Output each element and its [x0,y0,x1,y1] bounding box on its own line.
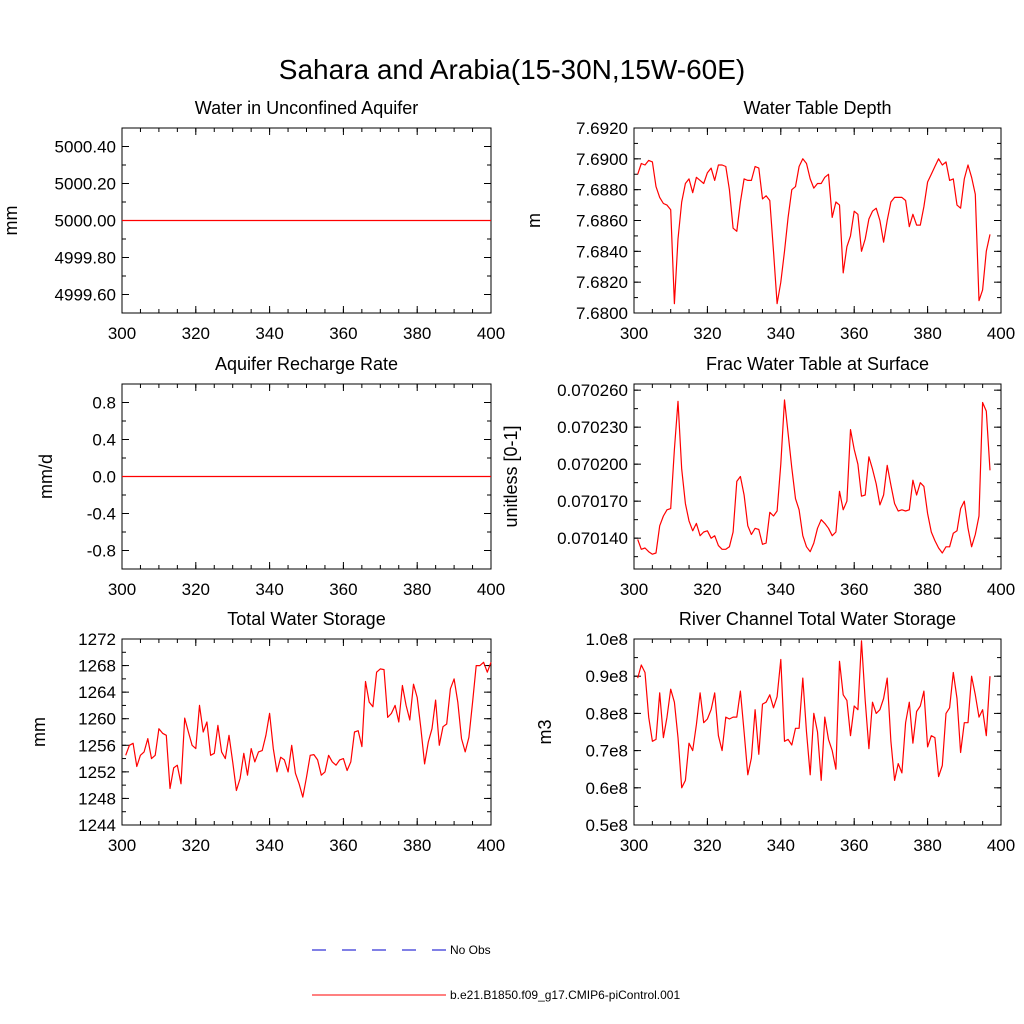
legend: No Obs b.e21.B1850.f09_g17.CMIP6-piContr… [312,943,680,1002]
y-tick-label: 0.4 [92,431,116,450]
y-tick-label: 0.070200 [557,455,628,474]
x-tick-label: 300 [108,324,136,343]
series-line [637,640,991,789]
y-tick-label: 1248 [78,789,116,808]
x-tick-label: 320 [182,836,210,855]
y-axis-label: mm [1,206,21,236]
y-tick-label: 1260 [78,710,116,729]
panel-title: Water in Unconfined Aquifer [195,98,418,118]
x-tick-label: 380 [913,580,941,599]
x-tick-label: 340 [255,836,283,855]
x-tick-label: 340 [767,836,795,855]
y-tick-label: 0.9e8 [585,667,628,686]
y-tick-label: 7.6840 [576,242,628,261]
x-tick-label: 400 [987,324,1015,343]
x-tick-label: 360 [329,580,357,599]
x-tick-label: 360 [329,324,357,343]
y-tick-label: 0.8 [92,394,116,413]
y-tick-label: 5000.40 [55,138,116,157]
series-line [637,158,991,305]
y-tick-label: 7.6880 [576,181,628,200]
y-tick-label: 5000.20 [55,175,116,194]
y-tick-label: 0.070260 [557,381,628,400]
y-tick-label: 0.070230 [557,418,628,437]
y-tick-label: 0.6e8 [585,779,628,798]
y-tick-label: 7.6920 [576,119,628,138]
series-line [637,399,991,555]
y-tick-label: 0.8e8 [585,704,628,723]
x-tick-label: 360 [840,580,868,599]
y-tick-label: 7.6800 [576,304,628,323]
x-tick-label: 340 [255,324,283,343]
x-tick-label: 400 [477,836,505,855]
x-tick-label: 320 [182,580,210,599]
y-tick-label: 0.0 [92,468,116,487]
y-axis-label: mm/d [36,454,56,499]
x-tick-label: 380 [403,580,431,599]
x-tick-label: 340 [767,324,795,343]
panel-aquifer-recharge-rate: Aquifer Recharge Rate 300 320 340 360 380 400 -… [36,354,505,599]
y-axis-label: m [524,213,544,228]
x-tick-label: 300 [108,580,136,599]
y-tick-label: 1252 [78,763,116,782]
y-tick-label: -0.4 [87,505,116,524]
y-tick-label: 0.7e8 [585,742,628,761]
panel-title: Total Water Storage [227,609,385,629]
x-tick-label: 380 [403,836,431,855]
y-tick-label: 4999.60 [55,286,116,305]
y-tick-label: 5000.00 [55,212,116,231]
panel-title: River Channel Total Water Storage [679,609,956,629]
legend-label-obs: No Obs [450,943,491,957]
y-tick-label: 7.6860 [576,212,628,231]
x-tick-label: 360 [329,836,357,855]
x-tick-label: 320 [693,836,721,855]
x-tick-label: 320 [693,324,721,343]
x-tick-label: 300 [620,324,648,343]
x-tick-label: 360 [840,836,868,855]
x-tick-label: 300 [620,580,648,599]
panel-frac-water-table-surface: Frac Water Table at Surface 300 320 340 360 3… [501,354,1015,599]
x-tick-label: 380 [913,836,941,855]
x-tick-label: 380 [913,324,941,343]
x-tick-label: 320 [693,580,721,599]
x-tick-label: 360 [840,324,868,343]
x-tick-label: 400 [477,580,505,599]
y-tick-label: 1264 [78,683,116,702]
x-tick-label: 400 [987,836,1015,855]
panel-water-unconfined-aquifer: Water in Unconfined Aquifer 300 320 340 360 3… [1,98,505,343]
y-tick-label: 0.070140 [557,529,628,548]
y-tick-label: 1.0e8 [585,630,628,649]
panel-title: Frac Water Table at Surface [706,354,929,374]
x-tick-label: 380 [403,324,431,343]
y-tick-label: 1256 [78,736,116,755]
y-axis-label: unitless [0-1] [501,425,521,527]
x-tick-label: 300 [620,836,648,855]
panel-title: Water Table Depth [743,98,891,118]
panel-water-table-depth: Water Table Depth 300 320 340 360 380 400 7.680… [524,98,1015,343]
y-axis-label: m3 [535,719,555,744]
x-tick-label: 320 [182,324,210,343]
panel-river-channel-storage: River Channel Total Water Storage 300 320 3… [535,609,1015,855]
panel-total-water-storage: Total Water Storage 300 320 340 360 380 400 124… [29,609,505,855]
y-tick-label: 7.6820 [576,273,628,292]
x-tick-label: 340 [255,580,283,599]
y-axis-label: mm [29,717,49,747]
x-tick-label: 300 [108,836,136,855]
y-tick-label: 0.070170 [557,492,628,511]
figure-title: Sahara and Arabia(15-30N,15W-60E) [279,54,745,85]
y-tick-label: -0.8 [87,542,116,561]
x-tick-label: 400 [987,580,1015,599]
x-tick-label: 340 [767,580,795,599]
legend-label-model: b.e21.B1850.f09_g17.CMIP6-piControl.001 [450,988,680,1002]
y-tick-label: 1268 [78,657,116,676]
series-line [125,661,492,798]
panel-title: Aquifer Recharge Rate [215,354,398,374]
y-tick-label: 4999.80 [55,249,116,268]
y-tick-label: 0.5e8 [585,816,628,835]
x-tick-label: 400 [477,324,505,343]
y-tick-label: 7.6900 [576,150,628,169]
y-tick-label: 1244 [78,816,116,835]
y-tick-label: 1272 [78,630,116,649]
